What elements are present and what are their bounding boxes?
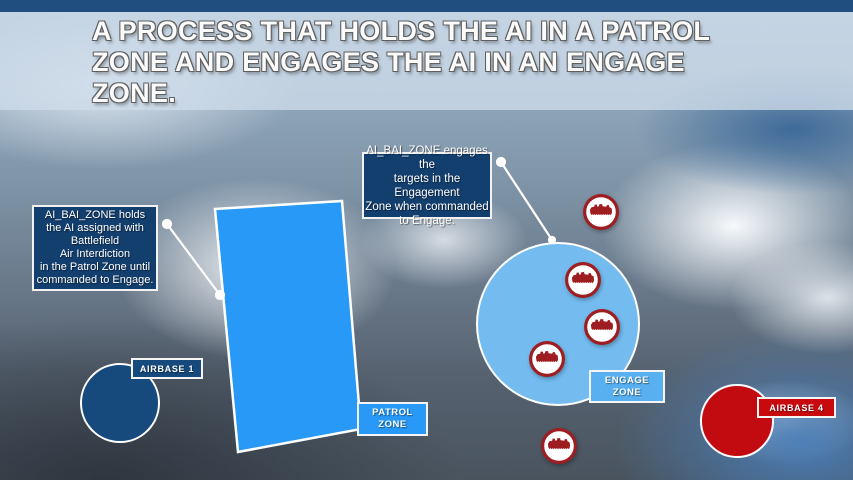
tank-target-icon — [540, 427, 578, 465]
patrol-zone-label: PATROL ZONE — [357, 402, 428, 436]
tank-target-icon — [582, 193, 620, 231]
top-accent-bar — [0, 0, 853, 12]
airbase4-circle — [700, 384, 774, 458]
airbase4-label: AIRBASE 4 — [757, 397, 836, 418]
airbase1-label: AIRBASE 1 — [131, 358, 203, 379]
slide-title: A PROCESS THAT HOLDS THE AI IN A PATROL … — [92, 16, 711, 108]
engage-zone-label: ENGAGE ZONE — [589, 370, 665, 403]
title-band — [0, 12, 853, 110]
hold-callout-box: AI_BAI_ZONE holds the AI assigned with B… — [32, 205, 158, 291]
engage-callout-box: AI_BAI_ZONE engages the targets in the E… — [362, 145, 492, 227]
tank-target-icon — [528, 340, 566, 378]
tank-target-icon — [564, 261, 602, 299]
tank-target-icon — [583, 308, 621, 346]
